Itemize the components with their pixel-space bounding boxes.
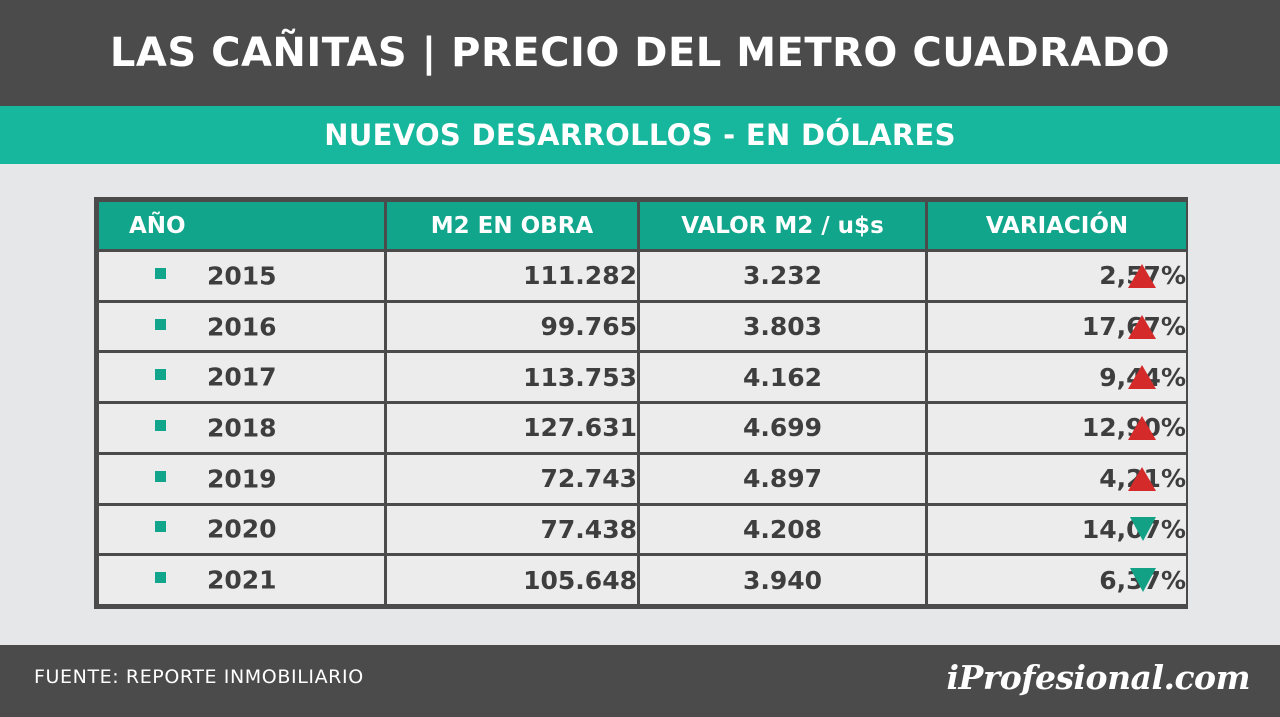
valor-value: 4.162 (640, 353, 925, 402)
table-row: 2021 105.648 3.940 6,37% (99, 556, 1186, 604)
year-cell: 2016 (99, 302, 384, 351)
triangle-up-icon (1128, 415, 1156, 440)
source-text: FUENTE: REPORTE INMOBILIARIO (34, 666, 364, 688)
year-value: 2017 (207, 362, 277, 392)
year-cell: 2019 (99, 454, 384, 503)
table-row: 2019 72.743 4.897 4,21% (99, 454, 1186, 503)
year-cell: 2020 (99, 505, 384, 554)
triangle-up-icon (1128, 263, 1156, 288)
m2-value: 77.438 (387, 505, 637, 554)
table-row: 2018 127.631 4.699 12,90% (99, 404, 1186, 452)
valor-value: 3.803 (640, 302, 925, 351)
valor-value: 4.699 (640, 404, 925, 452)
page-subtitle: NUEVOS DESARROLLOS - EN DÓLARES (324, 118, 956, 152)
square-bullet-icon (155, 419, 166, 431)
m2-value: 127.631 (387, 404, 637, 452)
square-bullet-icon (155, 470, 166, 482)
year-value: 2019 (207, 464, 277, 494)
title-bar: LAS CAÑITAS | PRECIO DEL METRO CUADRADO (0, 0, 1280, 106)
year-value: 2016 (207, 312, 277, 342)
variacion-cell: 6,37% (928, 556, 1186, 604)
m2-value: 113.753 (387, 353, 637, 402)
variacion-cell: 9,44% (928, 353, 1186, 402)
variacion-cell: 2,57% (928, 252, 1186, 300)
m2-value: 72.743 (387, 454, 637, 503)
triangle-up-icon (1128, 365, 1156, 390)
valor-value: 3.232 (640, 252, 925, 300)
column-header-variacion: VARIACIÓN (928, 202, 1186, 249)
variacion-cell: 12,90% (928, 404, 1186, 452)
triangle-up-icon (1128, 466, 1156, 491)
price-table: AÑO M2 EN OBRA VALOR M2 / u$s VARIACIÓN … (96, 199, 1189, 607)
price-table-frame: AÑO M2 EN OBRA VALOR M2 / u$s VARIACIÓN … (94, 197, 1188, 609)
page-title: LAS CAÑITAS | PRECIO DEL METRO CUADRADO (109, 30, 1171, 76)
table-body: 2015 111.282 3.232 2,57% 2016 99.765 3.803 17,6… (99, 252, 1186, 604)
triangle-down-icon (1130, 568, 1156, 593)
column-header-year: AÑO (99, 202, 384, 249)
m2-value: 111.282 (387, 252, 637, 300)
square-bullet-icon (155, 318, 166, 330)
square-bullet-icon (155, 521, 166, 533)
square-bullet-icon (155, 267, 166, 279)
table-row: 2020 77.438 4.208 14,07% (99, 505, 1186, 554)
year-value: 2018 (207, 413, 277, 443)
variacion-cell: 14,07% (928, 505, 1186, 554)
m2-value: 105.648 (387, 556, 637, 604)
column-header-m2: M2 EN OBRA (387, 202, 637, 249)
square-bullet-icon (155, 572, 166, 584)
table-row: 2017 113.753 4.162 9,44% (99, 353, 1186, 402)
year-cell: 2015 (99, 252, 384, 300)
valor-value: 4.208 (640, 505, 925, 554)
variacion-cell: 4,21% (928, 454, 1186, 503)
footer-bar: FUENTE: REPORTE INMOBILIARIO iProfesiona… (0, 645, 1280, 717)
variacion-cell: 17,67% (928, 302, 1186, 351)
year-value: 2015 (207, 261, 277, 291)
valor-value: 4.897 (640, 454, 925, 503)
valor-value: 3.940 (640, 556, 925, 604)
year-cell: 2018 (99, 404, 384, 452)
triangle-up-icon (1128, 314, 1156, 339)
m2-value: 99.765 (387, 302, 637, 351)
iprofesional-logo: iProfesional.com (946, 658, 1251, 697)
year-value: 2021 (207, 565, 277, 595)
year-cell: 2021 (99, 556, 384, 604)
square-bullet-icon (155, 369, 166, 381)
table-row: 2015 111.282 3.232 2,57% (99, 252, 1186, 300)
table-row: 2016 99.765 3.803 17,67% (99, 302, 1186, 351)
column-header-valor: VALOR M2 / u$s (640, 202, 925, 249)
table-header-row: AÑO M2 EN OBRA VALOR M2 / u$s VARIACIÓN (99, 202, 1186, 249)
year-value: 2020 (207, 514, 277, 544)
triangle-down-icon (1130, 517, 1156, 542)
year-cell: 2017 (99, 353, 384, 402)
subtitle-bar: NUEVOS DESARROLLOS - EN DÓLARES (0, 106, 1280, 164)
